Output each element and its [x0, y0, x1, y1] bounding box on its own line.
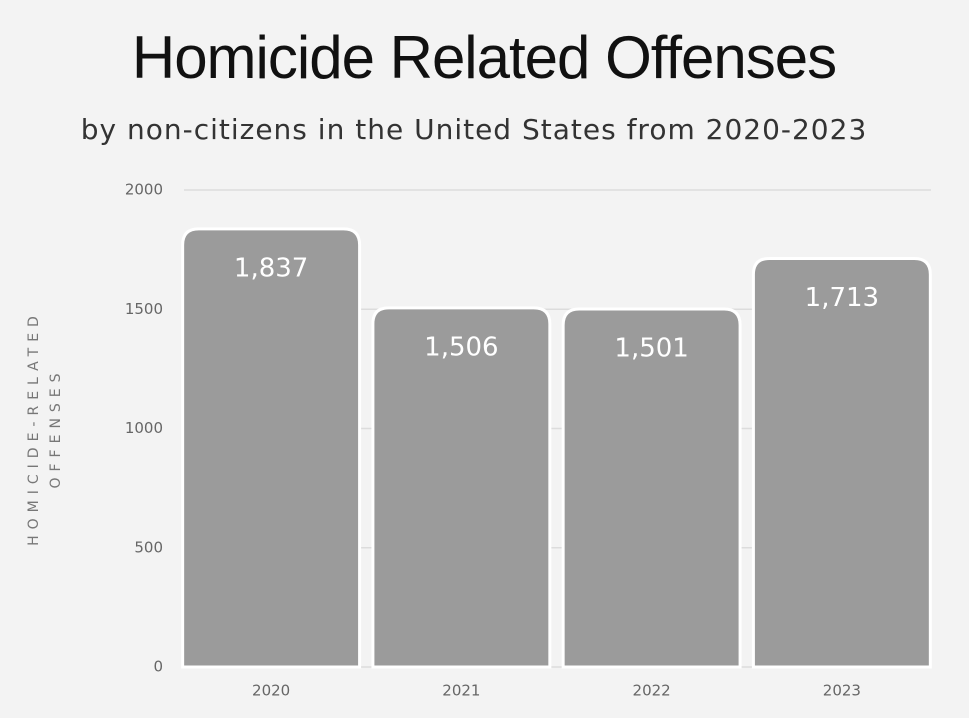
- bar: [371, 306, 552, 669]
- y-axis-label: HOMICIDE-RELATED OFFENSES: [26, 310, 64, 546]
- y-tick-label: 1000: [125, 419, 163, 437]
- value-label: 1,501: [614, 334, 688, 364]
- y-tick-label: 1500: [125, 300, 163, 318]
- y-tick-label: 500: [134, 538, 163, 556]
- x-tick-label: 2023: [823, 682, 861, 700]
- y-tick-label: 0: [153, 658, 163, 676]
- bar: [751, 256, 932, 669]
- y-tick-label: 2000: [125, 181, 163, 199]
- chart-title: Homicide Related Offenses: [132, 24, 836, 91]
- chart-subtitle: by non-citizens in the United States fro…: [81, 113, 868, 146]
- x-tick-label: 2020: [252, 682, 290, 700]
- bar: [561, 307, 742, 669]
- x-tick-label: 2022: [633, 682, 671, 700]
- x-tick-label: 2021: [442, 682, 480, 700]
- value-label: 1,713: [805, 283, 879, 313]
- value-label: 1,506: [424, 332, 498, 362]
- value-label: 1,837: [234, 253, 308, 283]
- bar: [181, 227, 362, 669]
